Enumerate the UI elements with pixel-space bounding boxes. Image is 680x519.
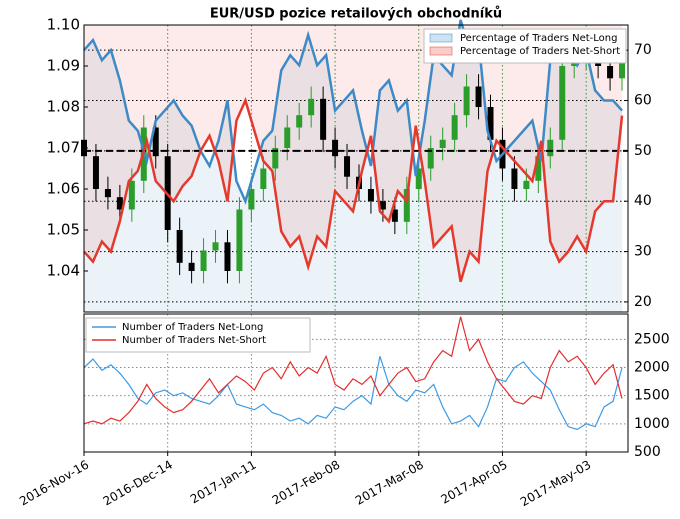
candle-body: [224, 242, 231, 271]
y-tick-label: 1.04: [47, 262, 80, 280]
legend-box: [85, 317, 311, 353]
x-tick-label: 2016-Nov-16: [17, 458, 91, 509]
y2-tick-label: 30: [634, 244, 652, 260]
legend-label: Percentage of Traders Net-Short: [460, 46, 620, 57]
candle-body: [152, 127, 159, 157]
candle-body: [535, 156, 542, 181]
candle-body: [200, 250, 207, 271]
legend-box: [423, 28, 627, 64]
candle-body: [212, 242, 219, 251]
candle-body: [463, 86, 470, 116]
legend-label: Percentage of Traders Net-Long: [460, 33, 618, 44]
y-tick-label: 1500: [634, 388, 670, 404]
chart-title: EUR/USD pozice retailových obchodníků: [210, 7, 502, 22]
candle-body: [403, 189, 410, 222]
candle-body: [284, 127, 291, 148]
candle-body: [116, 197, 123, 210]
candle-body: [523, 180, 530, 189]
candle-body: [260, 168, 267, 189]
candle-body: [391, 209, 398, 222]
x-tick-label: 2017-Apr-05: [438, 458, 509, 507]
candle-body: [236, 209, 243, 271]
candle-body: [308, 98, 315, 116]
sentiment-line: [83, 19, 623, 205]
y-tick-label: 2000: [634, 360, 670, 376]
candle-body: [92, 156, 99, 189]
y-tick-label: 1.10: [47, 16, 80, 34]
sentiment-line: [83, 96, 624, 283]
candle-body: [248, 189, 255, 210]
candle-body: [559, 66, 566, 140]
candle-body: [439, 139, 446, 148]
y2-tick-label: 70: [634, 42, 652, 58]
plot-frame: [83, 313, 629, 453]
legend-label: Number of Traders Net-Long: [122, 322, 263, 333]
sentiment-area: [84, 19, 623, 313]
x-tick-label: 2017-Jan-11: [188, 458, 259, 507]
candle-body: [475, 86, 482, 107]
legend-swatch: [429, 46, 453, 56]
y-tick-label: 1.08: [47, 98, 80, 116]
y-tick-label: 1.07: [47, 139, 80, 157]
candle-body: [128, 180, 135, 210]
count-line: [83, 356, 623, 431]
candle-body: [104, 189, 111, 198]
candle-body: [619, 53, 626, 79]
candle-body: [332, 139, 339, 157]
y-tick-label: 2500: [634, 331, 670, 347]
legend-label: Number of Traders Net-Short: [122, 335, 266, 346]
candle-body: [272, 148, 279, 169]
y2-tick-label: 40: [634, 193, 652, 209]
candle-body: [451, 115, 458, 140]
candle-body: [320, 98, 327, 140]
y-tick-label: 1.05: [47, 221, 80, 239]
candle-body: [176, 230, 183, 263]
y2-tick-label: 60: [634, 93, 652, 109]
x-tick-label: 2017-May-03: [518, 458, 593, 510]
candle-body: [487, 107, 494, 140]
candle-body: [379, 201, 386, 210]
y-tick-label: 1000: [634, 416, 670, 432]
candle-body: [367, 189, 374, 202]
y-tick-label: 500: [634, 444, 661, 460]
y-tick-label: 1.09: [47, 57, 80, 75]
count-line: [83, 316, 623, 425]
candle-body: [547, 139, 554, 157]
x-tick-label: 2016-Dec-14: [101, 458, 175, 509]
x-tick-label: 2017-Feb-08: [270, 458, 343, 508]
y2-tick-label: 20: [634, 294, 652, 310]
y-tick-label: 1.06: [47, 180, 80, 198]
y2-tick-label: 50: [634, 143, 652, 159]
legend-swatch: [429, 33, 453, 43]
candle-body: [427, 148, 434, 169]
sentiment-area: [84, 25, 623, 282]
candle-body: [607, 66, 614, 79]
plot-frame: [83, 24, 629, 313]
x-tick-label: 2017-Mar-08: [353, 458, 426, 508]
candle-body: [296, 115, 303, 128]
candle-body: [344, 156, 351, 177]
candle-body: [415, 168, 422, 189]
candle-body: [188, 262, 195, 271]
candle-body: [511, 168, 518, 189]
